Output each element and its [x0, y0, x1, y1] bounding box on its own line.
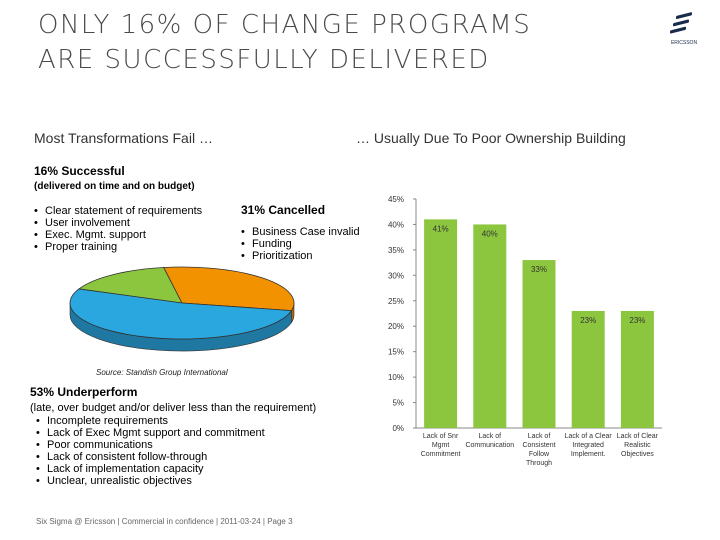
successful-label: 16% Successful	[34, 164, 125, 178]
y-tick-label: 25%	[388, 297, 404, 306]
bar	[522, 260, 556, 428]
successful-bullets: Clear statement of requirements User inv…	[34, 205, 202, 253]
cancelled-bullets: Business Case invalid Funding Prioritiza…	[241, 226, 360, 262]
underperform-bullets: Incomplete requirements Lack of Exec Mgm…	[36, 415, 265, 487]
left-heading: Most Transformations Fail …	[34, 130, 213, 146]
y-tick-label: 35%	[388, 246, 404, 255]
ericsson-logo: ERICSSON	[664, 12, 704, 46]
x-tick-label: Lack of Consistent Follow Through	[522, 433, 555, 467]
logo-text: ERICSSON	[671, 40, 698, 46]
bar-value-label: 40%	[482, 229, 498, 238]
title-line-2: ARE SUCCESSFULLY DELIVERED	[38, 45, 490, 75]
list-item: Lack of Exec Mgmt support and commitment	[36, 427, 265, 439]
x-tick-label: Lack of Clear Realistic Objectives	[617, 433, 659, 458]
y-tick-label: 5%	[392, 399, 404, 408]
list-item: Lack of implementation capacity	[36, 463, 265, 475]
list-item: Funding	[241, 238, 360, 250]
y-tick-label: 0%	[392, 424, 404, 433]
y-tick-label: 15%	[388, 348, 404, 357]
bar-value-label: 33%	[531, 265, 547, 274]
pie-slice-successful	[77, 267, 183, 304]
list-item: Proper training	[34, 241, 202, 253]
page-title: ONLY 16% OF CHANGE PROGRAMS ARE SUCCESSF…	[38, 8, 531, 78]
list-item: User involvement	[34, 217, 202, 229]
list-item: Business Case invalid	[241, 226, 360, 238]
list-item: Incomplete requirements	[36, 415, 265, 427]
bar-value-label: 23%	[629, 316, 645, 325]
source-note: Source: Standish Group International	[96, 368, 228, 377]
x-tick-label: Lack of a Clear Integrated Implement.	[565, 433, 613, 458]
footer: Six Sigma @ Ericsson | Commercial in con…	[36, 517, 293, 526]
y-tick-label: 45%	[388, 195, 404, 204]
pie-slices	[69, 266, 295, 352]
bar-value-label: 41%	[433, 224, 449, 233]
list-item: Poor communications	[36, 439, 265, 451]
y-tick-label: 20%	[388, 322, 404, 331]
list-item: Prioritization	[241, 250, 360, 262]
list-item: Clear statement of requirements	[34, 205, 202, 217]
y-tick-label: 30%	[388, 271, 404, 280]
y-tick-label: 10%	[388, 373, 404, 382]
list-item: Lack of consistent follow-through	[36, 451, 265, 463]
cancelled-label: 31% Cancelled	[241, 203, 326, 217]
underperform-note: (late, over budget and/or deliver less t…	[30, 402, 317, 414]
x-tick-label: Lack of Snr Mgmt Commitment	[421, 433, 461, 458]
pie-slice-cancelled	[163, 266, 295, 312]
bar-chart: 0% 5% 10% 15% 20% 25% 30% 35% 40% 45% 41% Lack of …	[388, 195, 662, 467]
right-heading: … Usually Due To Poor Ownership Building	[356, 130, 626, 146]
bar	[571, 310, 605, 428]
bar	[620, 310, 654, 428]
underperform-label: 53% Underperform	[30, 385, 138, 399]
bar	[473, 224, 507, 428]
pie-chart	[69, 266, 295, 352]
list-item: Exec. Mgmt. support	[34, 229, 202, 241]
title-line-1: ONLY 16% OF CHANGE PROGRAMS	[38, 10, 532, 40]
successful-note: (delivered on time and on budget)	[34, 181, 195, 192]
list-item: Unclear, unrealistic objectives	[36, 475, 265, 487]
x-tick-label: Lack of Communication	[465, 433, 514, 449]
bar	[424, 219, 458, 428]
pie-slice-underperform	[69, 288, 293, 340]
bar-value-label: 23%	[580, 316, 596, 325]
y-tick-label: 40%	[388, 220, 404, 229]
